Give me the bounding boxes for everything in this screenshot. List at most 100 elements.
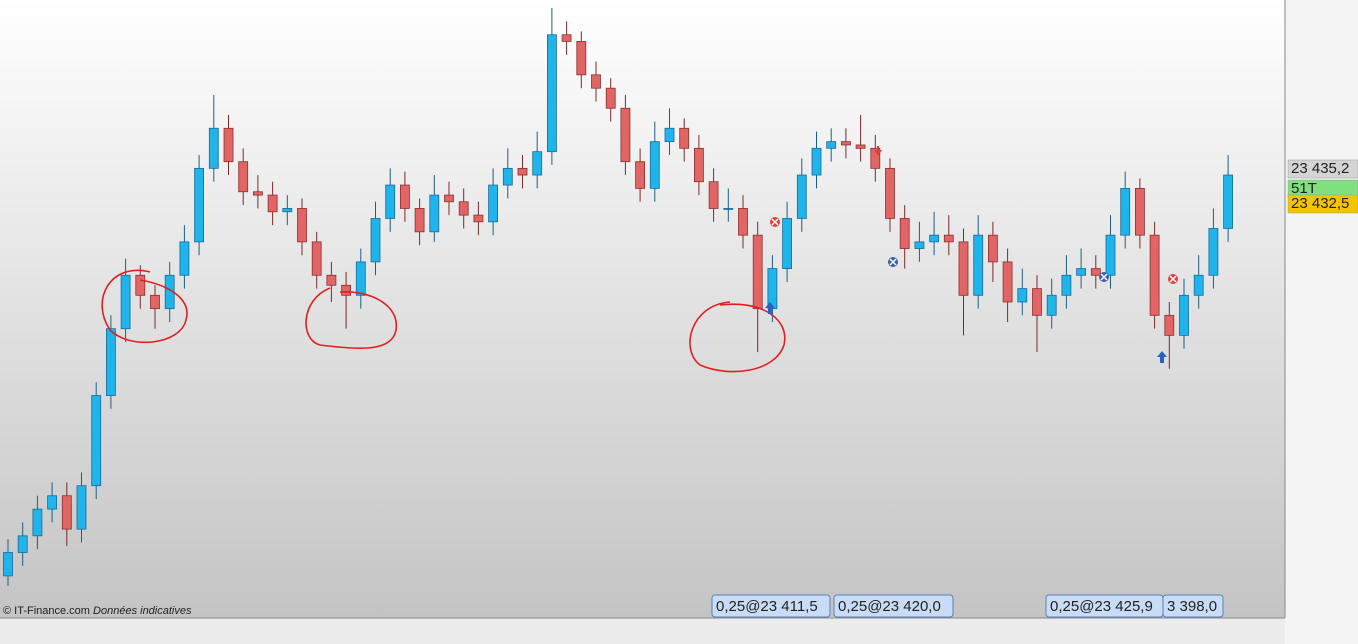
candle-body (311, 241, 322, 276)
candle-body (238, 161, 249, 193)
candle-body (208, 127, 219, 169)
candle-body (929, 234, 939, 243)
candle (1120, 171, 1131, 249)
candle-body (120, 274, 131, 330)
candle-body (796, 174, 807, 219)
candle (1002, 248, 1013, 323)
candle (914, 221, 925, 262)
candle-body (738, 208, 748, 236)
candle-body (355, 261, 366, 296)
candle-body (341, 284, 352, 296)
sell-signal (1168, 274, 1178, 284)
candle-body (973, 234, 984, 296)
candle (17, 522, 28, 566)
candle (282, 195, 293, 226)
candle-body (297, 208, 307, 243)
candle-body (47, 495, 57, 510)
candle-body (17, 535, 28, 553)
candle-body (767, 268, 778, 310)
candle-body (958, 241, 969, 296)
exit-signal (888, 257, 898, 267)
candle (752, 221, 763, 353)
candle-body (1193, 274, 1204, 296)
candle (473, 201, 484, 236)
candle (179, 225, 190, 289)
candle-body (855, 144, 866, 149)
candle (576, 31, 587, 89)
candle (76, 472, 87, 543)
candle-body (649, 141, 660, 189)
candle (311, 231, 322, 289)
candle-body (32, 508, 43, 537)
candle (649, 121, 660, 202)
candle (1105, 215, 1116, 289)
candle-body (76, 485, 87, 530)
price-label: 23 435,2 (1291, 160, 1349, 177)
footer-source: © IT-Finance.com (3, 605, 90, 617)
candle (855, 114, 866, 162)
candle-body (708, 181, 719, 209)
circle-annotation (101, 269, 188, 344)
candle-body (414, 208, 425, 233)
candle (194, 155, 205, 256)
candle-body (282, 208, 293, 213)
candle (341, 271, 352, 329)
candle (150, 285, 160, 329)
candle-body (502, 167, 513, 186)
candle (635, 148, 645, 202)
candle (61, 482, 72, 546)
candle-body (605, 87, 616, 109)
candle-body (576, 41, 587, 76)
candle-body (385, 184, 396, 219)
candle-body (1017, 288, 1028, 303)
candle (91, 382, 102, 500)
candle (738, 195, 748, 249)
candle (1017, 268, 1028, 316)
trade-label: 0,25@23 425,9 (1050, 598, 1153, 615)
candle-body (1223, 174, 1233, 229)
footer-note: Données indicatives (93, 605, 192, 617)
candle (988, 221, 998, 282)
candle (811, 131, 822, 189)
candle (326, 261, 337, 302)
candle (1090, 255, 1101, 289)
candle (252, 175, 263, 209)
candle (1193, 255, 1204, 309)
candle (223, 114, 234, 176)
candle (3, 539, 13, 586)
candle-body (444, 194, 454, 203)
candle-body (1120, 188, 1131, 236)
candle (1135, 178, 1145, 249)
candle (547, 8, 557, 166)
candle (32, 495, 43, 550)
price-label-box (1287, 159, 1358, 179)
candle (502, 148, 513, 199)
candle (782, 201, 792, 282)
candle-body (1046, 294, 1057, 316)
candle-body (1149, 234, 1160, 316)
candle (796, 158, 807, 232)
candle-body (679, 127, 690, 149)
candle (429, 175, 440, 242)
candle-body (1164, 314, 1175, 336)
candle (591, 61, 601, 102)
candle (620, 94, 631, 176)
candle-body (591, 74, 601, 89)
candle-body (179, 241, 190, 276)
candle-body (561, 34, 572, 42)
candle-body (1090, 268, 1101, 276)
candle (664, 108, 675, 156)
candle-body (943, 234, 954, 243)
candle (605, 78, 616, 122)
candle (1076, 248, 1086, 289)
candle (414, 198, 425, 246)
candle (517, 155, 528, 189)
candle (841, 128, 851, 159)
candle-body (885, 167, 895, 219)
candle (885, 158, 895, 232)
candle (679, 118, 690, 162)
candle-body (1135, 188, 1145, 236)
candle (899, 205, 910, 269)
trade-box (1162, 594, 1224, 618)
axis-background (1285, 0, 1358, 644)
